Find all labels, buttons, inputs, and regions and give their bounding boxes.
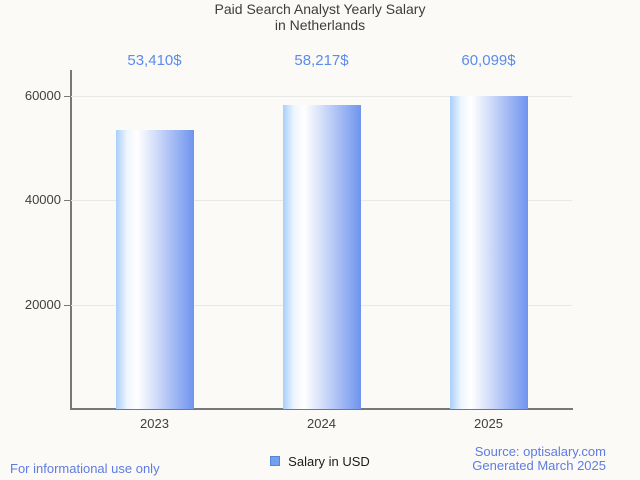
- bar-value-label: 58,217$: [294, 52, 349, 69]
- bar-2024: [282, 105, 361, 409]
- x-axis-label: 2023: [140, 416, 169, 431]
- source-info: Source: optisalary.com Generated March 2…: [472, 445, 606, 473]
- legend-swatch-icon: [270, 456, 281, 466]
- source-text: Source: optisalary.com: [474, 444, 606, 459]
- x-axis-label: 2025: [474, 416, 503, 431]
- bar-2025: [449, 95, 528, 409]
- x-axis-label: 2024: [307, 416, 336, 431]
- bar-2023: [115, 130, 194, 409]
- x-axis-line: [70, 408, 573, 410]
- bar-value-label: 53,410$: [127, 52, 182, 69]
- disclaimer-text: For informational use only: [10, 461, 160, 476]
- generated-text: Generated March 2025: [472, 458, 606, 473]
- bar-value-label: 60,099$: [461, 52, 516, 69]
- y-axis-tick: [64, 96, 71, 98]
- gridline: [71, 96, 572, 98]
- chart-title-line2: in Netherlands: [274, 17, 366, 33]
- y-axis-line: [70, 70, 72, 410]
- chart-title: Paid Search Analyst Yearly Salary in Net…: [0, 1, 640, 33]
- y-axis-tick: [64, 304, 71, 306]
- legend: Salary in USD: [0, 453, 640, 469]
- legend-label: Salary in USD: [288, 453, 370, 469]
- y-axis-label: 20000: [24, 296, 61, 312]
- y-axis-label: 40000: [24, 192, 61, 208]
- chart-title-line1: Paid Search Analyst Yearly Salary: [214, 1, 426, 17]
- y-axis-tick: [64, 200, 71, 202]
- y-axis-label: 60000: [24, 88, 61, 104]
